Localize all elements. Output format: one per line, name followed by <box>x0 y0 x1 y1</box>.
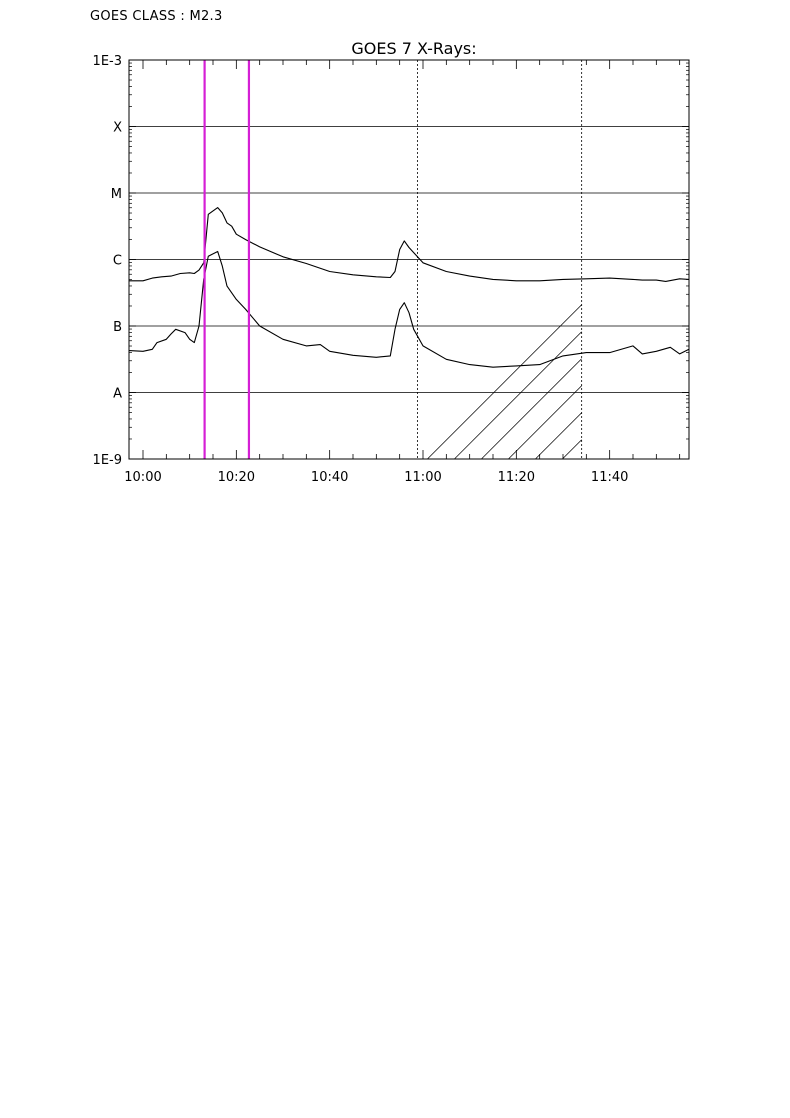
axis-labels: 1E-9 A B C M X 1E-3 10:00 10:20 10:40 11:00 11:20 11… <box>93 54 629 485</box>
x-tick-label: 10:00 <box>124 470 161 485</box>
x-tick-label: 11:00 <box>404 470 441 485</box>
y-tick-label: A <box>113 387 122 402</box>
y-tick-label: X <box>113 121 122 136</box>
x-tick-label: 10:20 <box>218 470 255 485</box>
y-tick-label: B <box>113 320 122 335</box>
hatch-line <box>562 439 582 459</box>
series-line-short <box>129 250 689 368</box>
hatch-line <box>535 412 582 459</box>
axis-ticks <box>129 60 689 460</box>
chart-title: GOES 7 X-Rays: <box>351 39 476 58</box>
hatch-line <box>427 304 582 459</box>
y-tick-label: 1E-9 <box>93 453 122 468</box>
series-group <box>129 207 689 368</box>
goes-class-label: GOES CLASS : M2.3 <box>90 9 223 24</box>
hatch-line <box>481 358 582 459</box>
x-tick-label: 10:40 <box>311 470 348 485</box>
marker-group <box>203 60 251 459</box>
x-tick-label: 11:40 <box>591 470 628 485</box>
hatch-line <box>454 331 582 459</box>
y-tick-label: M <box>111 187 122 202</box>
series-line-long <box>129 207 689 282</box>
grid-lines <box>129 126 689 393</box>
hatch-line <box>508 385 582 459</box>
y-tick-label: C <box>113 254 122 269</box>
y-tick-label: 1E-3 <box>93 54 122 69</box>
x-tick-label: 11:20 <box>498 470 535 485</box>
